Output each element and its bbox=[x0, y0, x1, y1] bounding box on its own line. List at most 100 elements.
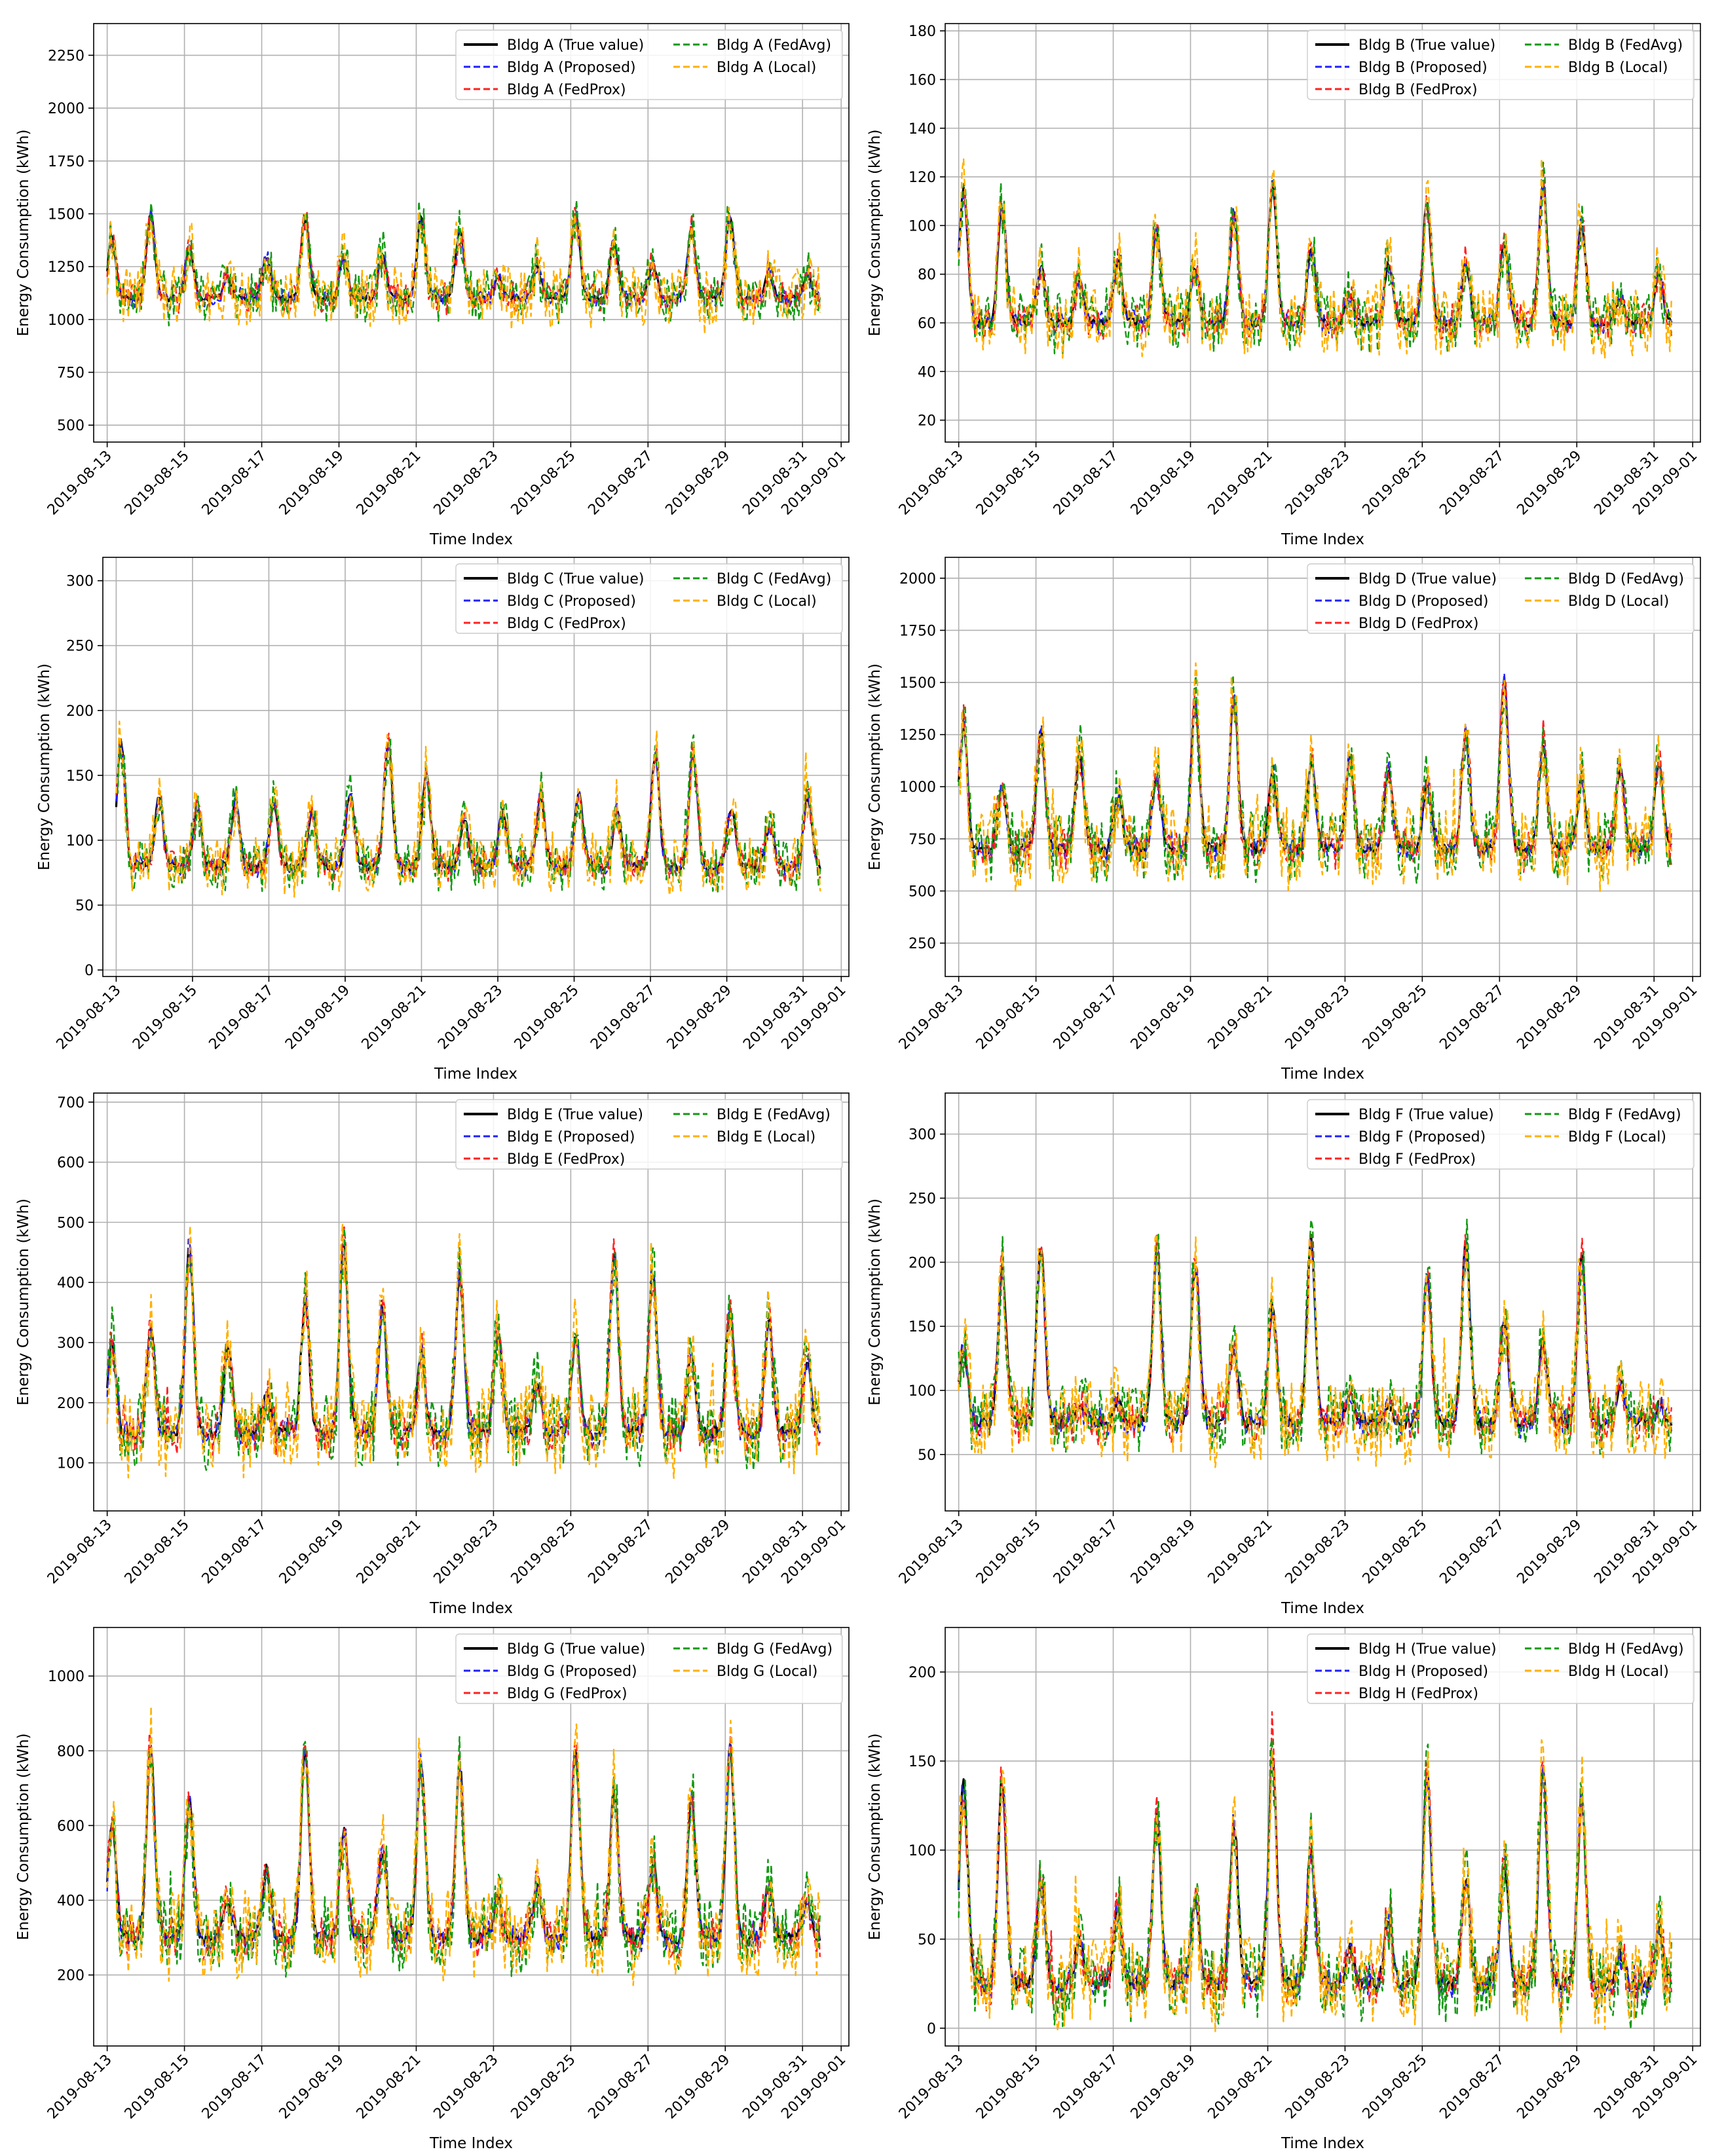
legend-label-fedavg: Bldg D (FedAvg) bbox=[1568, 571, 1684, 587]
x-axis: 2019-08-13 2019-08-15 2019-08-17 2019-08-19… bbox=[896, 2046, 1700, 2123]
x-axis-label: Time Index bbox=[1281, 2135, 1364, 2152]
gridlines bbox=[945, 24, 1700, 442]
axes-frame bbox=[102, 557, 850, 977]
x-axis: 2019-08-13 2019-08-15 2019-08-17 2019-08-19… bbox=[896, 1511, 1700, 1588]
y-tick-label: 400 bbox=[57, 1893, 84, 1909]
x-tick-label: 2019-08-15 bbox=[973, 448, 1044, 519]
y-tick-label: 1250 bbox=[899, 728, 936, 744]
x-tick-label: 2019-08-21 bbox=[354, 448, 424, 519]
legend: Bldg H (True value) Bldg H (Proposed) Bldg… bbox=[1307, 1633, 1695, 1704]
legend-label-true: Bldg B (True value) bbox=[1359, 37, 1495, 54]
y-tick-label: 250 bbox=[909, 936, 936, 952]
legend-label-local: Bldg E (Local) bbox=[717, 1129, 815, 1145]
x-tick-label: 2019-08-13 bbox=[896, 982, 967, 1053]
x-tick-label: 2019-08-25 bbox=[1360, 1517, 1431, 1588]
legend-label-proposed: Bldg G (Proposed) bbox=[507, 1663, 637, 1680]
x-tick-label: 2019-08-19 bbox=[1128, 448, 1199, 519]
x-axis: 2019-08-13 2019-08-15 2019-08-17 2019-08-19… bbox=[896, 442, 1700, 519]
x-tick-label: 2019-08-23 bbox=[431, 448, 502, 519]
legend-label-proposed: Bldg A (Proposed) bbox=[507, 60, 636, 76]
y-tick-label: 750 bbox=[909, 832, 936, 848]
x-tick-label: 2019-08-15 bbox=[122, 1517, 193, 1588]
legend-label-fedprox: Bldg C (FedProx) bbox=[507, 616, 626, 632]
x-tick-label: 2019-08-21 bbox=[1205, 1517, 1276, 1588]
legend-label-proposed: Bldg D (Proposed) bbox=[1359, 593, 1489, 610]
x-tick-label: 2019-08-29 bbox=[662, 2052, 733, 2123]
x-tick-label: 2019-08-29 bbox=[1514, 982, 1584, 1053]
y-tick-label: 0 bbox=[927, 2021, 936, 2037]
legend: Bldg C (True value) Bldg C (Proposed) Bldg… bbox=[455, 563, 843, 634]
x-axis-label: Time Index bbox=[1281, 531, 1364, 548]
legend-box bbox=[1307, 29, 1695, 100]
y-tick-label: 120 bbox=[909, 170, 936, 186]
legend-label-proposed: Bldg E (Proposed) bbox=[507, 1129, 635, 1145]
y-tick-label: 2000 bbox=[48, 101, 84, 117]
y-tick-label: 200 bbox=[57, 1968, 84, 1984]
legend: Bldg D (True value) Bldg D (Proposed) Bldg… bbox=[1307, 563, 1695, 634]
y-axis-label: Energy Consumption (kWh) bbox=[867, 129, 884, 336]
x-tick-label: 2019-08-21 bbox=[354, 1517, 424, 1588]
legend-label-true: Bldg H (True value) bbox=[1359, 1641, 1497, 1658]
x-tick-label: 2019-08-29 bbox=[662, 448, 733, 519]
y-tick-label: 1000 bbox=[48, 1669, 84, 1685]
x-tick-label: 2019-08-23 bbox=[1283, 1517, 1353, 1588]
y-tick-label: 200 bbox=[909, 1255, 936, 1271]
x-tick-label: 2019-08-15 bbox=[973, 2052, 1044, 2123]
x-tick-label: 2019-08-21 bbox=[1205, 448, 1276, 519]
x-tick-label: 2019-08-23 bbox=[435, 982, 506, 1053]
legend-label-fedprox: Bldg H (FedProx) bbox=[1359, 1686, 1478, 1702]
legend-box bbox=[455, 1099, 843, 1170]
series-line-proposed bbox=[958, 177, 1672, 336]
x-tick-label: 2019-08-27 bbox=[1436, 1517, 1507, 1588]
x-axis-label: Time Index bbox=[429, 531, 513, 548]
x-tick-label: 2019-08-15 bbox=[973, 982, 1044, 1053]
x-tick-label: 2019-08-23 bbox=[1283, 982, 1353, 1053]
y-tick-label: 500 bbox=[57, 1215, 84, 1231]
x-axis-label: Time Index bbox=[1281, 1066, 1364, 1083]
legend-label-true: Bldg A (True value) bbox=[507, 37, 644, 54]
axes-frame bbox=[945, 1092, 1701, 1512]
y-tick-label: 600 bbox=[57, 1818, 84, 1834]
legend-label-fedprox: Bldg D (FedProx) bbox=[1359, 616, 1478, 632]
x-tick-label: 2019-08-15 bbox=[973, 1517, 1044, 1588]
legend-box bbox=[1307, 1633, 1695, 1704]
y-tick-label: 180 bbox=[909, 24, 936, 40]
x-tick-label: 2019-08-17 bbox=[199, 2052, 270, 2123]
series-line-true bbox=[958, 1755, 1672, 1993]
x-tick-label: 2019-08-19 bbox=[276, 1517, 347, 1588]
y-tick-label: 100 bbox=[909, 1383, 936, 1400]
series-line-local bbox=[106, 1223, 821, 1479]
y-tick-label: 1500 bbox=[899, 675, 936, 692]
legend-label-true: Bldg E (True value) bbox=[507, 1107, 643, 1123]
legend-box bbox=[455, 29, 843, 100]
x-tick-label: 2019-08-21 bbox=[1205, 982, 1276, 1053]
series-line-fedavg bbox=[106, 1736, 821, 1978]
x-axis-label: Time Index bbox=[434, 1066, 517, 1083]
x-tick-label: 2019-08-13 bbox=[54, 982, 124, 1053]
y-tick-label: 500 bbox=[57, 418, 84, 434]
x-tick-label: 2019-08-23 bbox=[1283, 2052, 1353, 2123]
x-tick-label: 2019-08-25 bbox=[508, 448, 579, 519]
legend-label-proposed: Bldg B (Proposed) bbox=[1359, 60, 1488, 76]
x-tick-label: 2019-08-17 bbox=[199, 1517, 270, 1588]
series-line-local bbox=[115, 720, 821, 898]
y-axis: 0 50 100 150 200 bbox=[909, 1665, 945, 2037]
legend-label-local: Bldg F (Local) bbox=[1568, 1129, 1666, 1145]
x-tick-label: 2019-08-27 bbox=[585, 1517, 656, 1588]
y-tick-label: 50 bbox=[918, 1932, 936, 1948]
data-lines bbox=[958, 1711, 1672, 2034]
series-line-local bbox=[106, 1705, 821, 1986]
y-tick-label: 300 bbox=[57, 1335, 84, 1352]
x-axis-label: Time Index bbox=[1281, 1600, 1364, 1617]
x-tick-label: 2019-08-19 bbox=[1128, 1517, 1199, 1588]
legend-label-proposed: Bldg F (Proposed) bbox=[1359, 1129, 1486, 1145]
series-line-local bbox=[106, 206, 821, 335]
data-lines bbox=[115, 720, 821, 898]
x-tick-label: 2019-08-27 bbox=[1436, 982, 1507, 1053]
y-tick-label: 300 bbox=[909, 1127, 936, 1143]
x-tick-label: 2019-08-19 bbox=[1128, 2052, 1199, 2123]
